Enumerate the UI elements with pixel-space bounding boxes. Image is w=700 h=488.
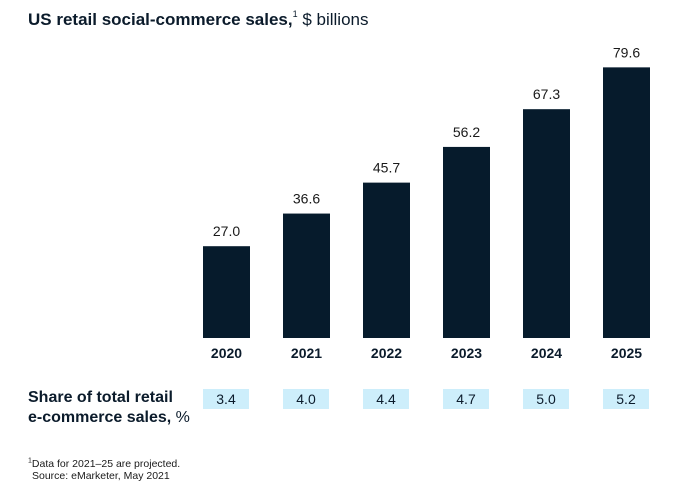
share-value-2023: 4.7 <box>443 389 489 409</box>
bar-2020 <box>203 246 250 338</box>
year-label-2020: 2020 <box>211 345 242 361</box>
year-label-2022: 2022 <box>371 345 402 361</box>
title-footnote-mark: 1 <box>292 9 298 20</box>
year-label-2024: 2024 <box>531 345 562 361</box>
bar-2021 <box>283 213 330 338</box>
year-label-2025: 2025 <box>611 345 642 361</box>
year-label-2023: 2023 <box>451 345 482 361</box>
footnote: 1Data for 2021–25 are projected. Source:… <box>28 457 181 483</box>
share-value-2021: 4.0 <box>283 389 329 409</box>
footnote-mark: 1 <box>28 457 32 465</box>
footnote-line1: Data for 2021–25 are projected. <box>31 458 181 470</box>
bar-2022 <box>363 182 410 338</box>
share-value-2020: 3.4 <box>203 389 249 409</box>
year-label-2021: 2021 <box>291 345 322 361</box>
share-label-line1: Share of total retail <box>28 389 173 406</box>
value-label-2021: 36.6 <box>293 191 320 207</box>
share-value-2022: 4.4 <box>363 389 409 409</box>
bar-2024 <box>523 109 570 339</box>
year-labels-group: 2020 2021 2022 2023 2024 2025 <box>211 345 642 361</box>
share-label-line2: e-commerce sales, <box>28 409 172 426</box>
value-labels-group: 27.0 36.6 45.7 56.2 67.3 79.6 <box>213 44 640 239</box>
value-label-2024: 67.3 <box>533 86 560 102</box>
footnote-line2: Source: eMarketer, May 2021 <box>32 470 170 482</box>
bars-group <box>203 67 650 339</box>
value-label-2022: 45.7 <box>373 160 400 176</box>
share-label-unit: % <box>171 409 190 426</box>
bar-2023 <box>443 146 490 338</box>
value-label-2023: 56.2 <box>453 124 480 140</box>
value-label-2020: 27.0 <box>213 223 240 239</box>
share-value-2025: 5.2 <box>603 389 649 409</box>
chart-title-text: US retail social-commerce sales, <box>28 10 293 29</box>
share-label: Share of total retail e-commerce sales, … <box>28 388 190 428</box>
chart-title-unit: $ billions <box>297 10 369 29</box>
bar-2025 <box>603 67 650 339</box>
share-value-2024: 5.0 <box>523 389 569 409</box>
chart-title: US retail social-commerce sales,1 $ bill… <box>28 9 368 31</box>
value-label-2025: 79.6 <box>613 44 640 60</box>
